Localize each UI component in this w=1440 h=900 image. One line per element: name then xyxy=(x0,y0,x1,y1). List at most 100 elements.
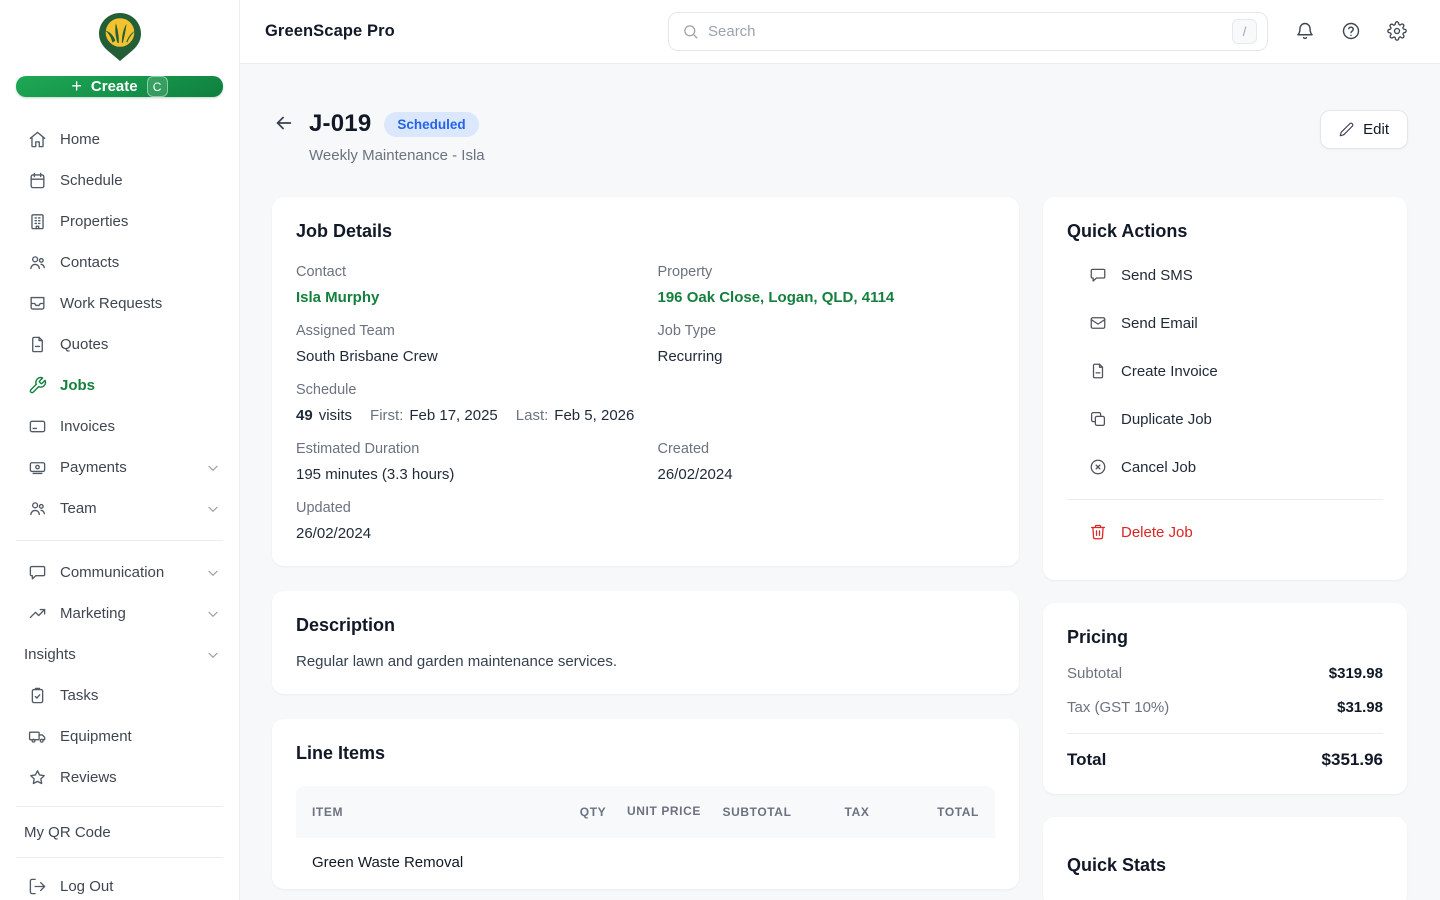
sidebar-item-team[interactable]: Team xyxy=(0,488,239,529)
create-shortcut-badge: C xyxy=(146,76,168,97)
chevron-down-icon xyxy=(205,460,221,476)
settings-button[interactable] xyxy=(1386,21,1408,43)
main-area: GreenScape Pro / xyxy=(240,0,1440,900)
description-title: Description xyxy=(296,615,396,635)
line-items-card: Line Items Item Qty Unit Price Subtotal … xyxy=(272,719,1019,889)
trend-icon xyxy=(28,604,47,623)
send-sms-button[interactable]: Send SMS xyxy=(1067,251,1383,299)
column-header-unit-price: Unit Price xyxy=(626,804,701,819)
action-label: Send Email xyxy=(1121,314,1198,332)
edit-button[interactable]: Edit xyxy=(1320,110,1408,149)
content-grid: Job Details Contact Isla Murphy Property… xyxy=(272,197,1408,900)
tax-row: Tax (GST 10%) $31.98 xyxy=(1067,699,1383,716)
field-schedule: Schedule 49 visits First: Feb 17, 2025 L… xyxy=(296,382,995,424)
page-header: J-019 Scheduled Weekly Maintenance - Isl… xyxy=(272,110,1408,164)
sidebar-item-insights[interactable]: Insights xyxy=(0,634,239,675)
envelope-icon xyxy=(1089,314,1107,332)
sidebar-item-equipment[interactable]: Equipment xyxy=(0,716,239,757)
title-block: J-019 Scheduled Weekly Maintenance - Isl… xyxy=(272,110,485,164)
page-title: J-019 xyxy=(309,110,372,137)
sidebar-item-label: Quotes xyxy=(60,336,109,353)
line-items-header-row: Item Qty Unit Price Subtotal Tax Total xyxy=(296,786,995,838)
field-value: Recurring xyxy=(657,348,723,365)
sidebar-item-label: Jobs xyxy=(60,377,96,394)
first-label: First: xyxy=(370,407,404,424)
topbar: GreenScape Pro / xyxy=(240,0,1440,64)
gear-icon xyxy=(1387,21,1407,41)
sidebar-item-work-requests[interactable]: Work Requests xyxy=(0,283,239,324)
search-input[interactable] xyxy=(708,23,1223,40)
document-icon xyxy=(28,335,47,354)
edit-button-label: Edit xyxy=(1363,121,1389,138)
grass-pin-logo-icon xyxy=(98,13,141,61)
sidebar-item-tasks[interactable]: Tasks xyxy=(0,675,239,716)
sidebar-item-jobs[interactable]: Jobs xyxy=(0,365,239,406)
banknote-icon xyxy=(28,458,47,477)
sidebar-item-schedule[interactable]: Schedule xyxy=(0,160,239,201)
star-icon xyxy=(28,768,47,787)
arrow-left-icon xyxy=(273,112,295,134)
sidebar: + Create C Home Schedule Properties Cont… xyxy=(0,0,240,900)
field-label: Created xyxy=(657,441,710,457)
sidebar-item-log-out[interactable]: Log Out xyxy=(0,866,239,900)
property-link[interactable]: 196 Oak Close, Logan, QLD, 4114 xyxy=(657,289,895,306)
notifications-button[interactable] xyxy=(1294,21,1316,43)
quick-stats-title: Quick Stats xyxy=(1067,855,1167,875)
calendar-icon xyxy=(28,171,47,190)
chevron-down-icon xyxy=(205,647,221,663)
field-contact: Contact Isla Murphy xyxy=(296,264,634,306)
action-label: Duplicate Job xyxy=(1121,410,1212,428)
right-column: Quick Actions Send SMS Send Email Cre xyxy=(1043,197,1407,900)
visits-suffix: visits xyxy=(318,407,353,424)
contact-link[interactable]: Isla Murphy xyxy=(296,289,380,306)
sidebar-item-my-qr-code[interactable]: My QR Code xyxy=(0,815,239,849)
sidebar-item-properties[interactable]: Properties xyxy=(0,201,239,242)
bell-icon xyxy=(1295,21,1315,41)
clipboard-icon xyxy=(28,686,47,705)
sidebar-item-label: My QR Code xyxy=(24,823,111,841)
help-button[interactable] xyxy=(1340,21,1362,43)
create-invoice-button[interactable]: Create Invoice xyxy=(1067,347,1383,395)
field-value: 26/02/2024 xyxy=(296,525,372,542)
building-icon xyxy=(28,212,47,231)
app-title: GreenScape Pro xyxy=(265,22,395,40)
sidebar-item-invoices[interactable]: Invoices xyxy=(0,406,239,447)
field-created: Created 26/02/2024 xyxy=(658,441,996,483)
card-icon xyxy=(28,417,47,436)
line-items-title: Line Items xyxy=(296,743,386,763)
sidebar-item-marketing[interactable]: Marketing xyxy=(0,593,239,634)
tax-value: $31.98 xyxy=(1337,699,1383,716)
visits-count: 49 xyxy=(296,407,313,424)
send-email-button[interactable]: Send Email xyxy=(1067,299,1383,347)
sidebar-item-communication[interactable]: Communication xyxy=(0,552,239,593)
field-value: South Brisbane Crew xyxy=(296,348,438,365)
field-label: Property xyxy=(657,264,713,280)
subtotal-row: Subtotal $319.98 xyxy=(1067,665,1383,682)
sidebar-item-reviews[interactable]: Reviews xyxy=(0,757,239,798)
sidebar-item-label: Work Requests xyxy=(60,295,163,312)
sidebar-item-contacts[interactable]: Contacts xyxy=(0,242,239,283)
divider xyxy=(1067,499,1383,500)
tax-label: Tax (GST 10%) xyxy=(1067,699,1170,716)
plus-icon: + xyxy=(71,76,82,96)
cancel-job-button[interactable]: Cancel Job xyxy=(1067,443,1383,491)
subtotal-value: $319.98 xyxy=(1328,665,1383,682)
sidebar-item-home[interactable]: Home xyxy=(0,119,239,160)
page-subtitle: Weekly Maintenance - Isla xyxy=(309,147,485,164)
line-item-name: Green Waste Removal xyxy=(312,854,464,871)
chat-bubble-icon xyxy=(1089,266,1107,284)
sidebar-nav: Home Schedule Properties Contacts Work R… xyxy=(0,119,239,900)
back-button[interactable] xyxy=(272,112,296,136)
sidebar-item-label: Contacts xyxy=(60,254,120,271)
sidebar-item-payments[interactable]: Payments xyxy=(0,447,239,488)
create-button[interactable]: + Create C xyxy=(16,76,223,97)
search-box[interactable]: / xyxy=(668,12,1268,51)
sidebar-item-quotes[interactable]: Quotes xyxy=(0,324,239,365)
delete-job-button[interactable]: Delete Job xyxy=(1067,508,1383,556)
sidebar-item-label: Invoices xyxy=(60,418,116,435)
search-icon xyxy=(682,23,699,40)
topbar-icons xyxy=(1294,21,1440,43)
inbox-icon xyxy=(28,294,47,313)
sidebar-divider xyxy=(16,806,223,807)
duplicate-job-button[interactable]: Duplicate Job xyxy=(1067,395,1383,443)
